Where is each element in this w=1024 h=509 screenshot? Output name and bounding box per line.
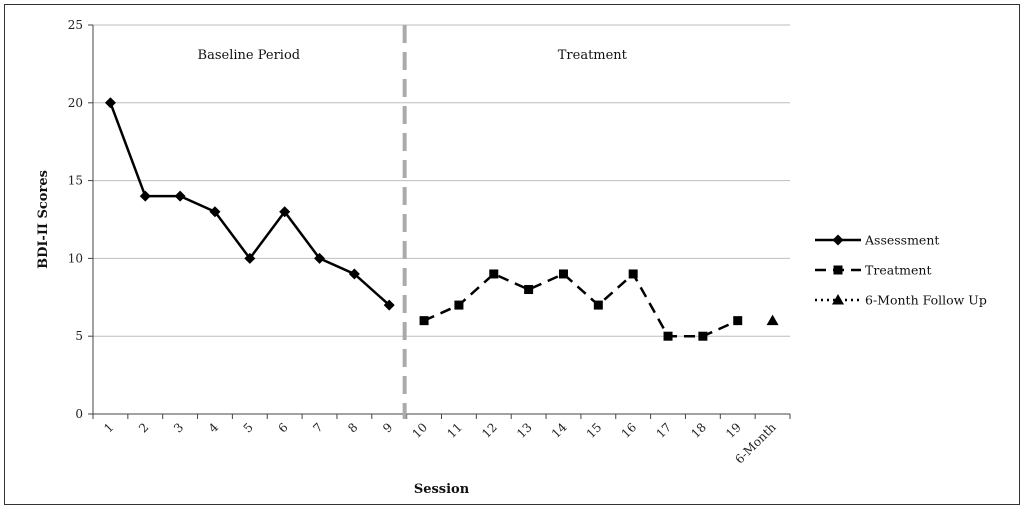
x-tick-label-1: 1 [101,420,116,435]
y-axis-title: BDI-II Scores [36,170,51,269]
x-tick-label-12: 12 [479,420,500,441]
data-point-square-17 [663,331,673,341]
legend-label-2: 6-Month Follow Up [865,293,987,308]
x-tick-label-3: 3 [171,420,186,435]
x-tick-label-4: 4 [206,420,222,436]
series-line-1 [423,271,739,338]
gridlines [93,24,790,337]
x-tick-label-10: 10 [409,420,430,441]
data-point-square-13 [524,285,534,295]
legend-marker-triangle [832,294,844,305]
data-point-square-15 [593,300,603,310]
x-tick-label-19: 19 [723,420,744,441]
x-tick-label-2: 2 [136,420,151,435]
data-point-square-10 [419,316,429,326]
x-tick-label-5: 5 [241,420,256,435]
data-point-diamond-4 [209,206,221,218]
x-tick-label-11: 11 [444,420,465,441]
data-point-square-14 [558,269,568,279]
x-axis-title: Session [414,482,470,497]
y-tick-label-20: 20 [68,96,83,110]
x-tick-label-6: 6 [275,420,290,435]
data-point-triangle-6-Month [766,314,779,326]
axes [88,24,791,419]
legend-marker-square [833,265,843,275]
x-tick-label-8: 8 [345,420,360,435]
y-tick-label-25: 25 [68,18,83,32]
series-group [104,97,779,341]
data-point-square-18 [698,331,708,341]
chart-frame: 0 5 10 15 20 25 1 2 3 4 5 6 7 8 9 10 11 12 13 14 15 16 17 18 19 6… [4,4,1020,505]
x-tick-label-13: 13 [514,420,535,441]
legend-label-0: Assessment [864,233,939,248]
data-point-diamond-3 [174,190,186,202]
data-point-square-16 [628,269,638,279]
legend-label-1: Treatment [865,263,932,278]
y-tick-label-5: 5 [75,329,83,343]
x-tick-label-16: 16 [619,420,640,441]
series-line-0 [109,102,391,307]
x-tick-label-9: 9 [380,420,395,435]
data-point-diamond-7 [314,252,326,264]
data-point-diamond-2 [139,190,151,202]
data-point-diamond-8 [348,268,360,280]
x-tick-label-17: 17 [653,420,674,441]
y-tick-label-0: 0 [75,407,83,421]
phase-label-treatment: Treatment [558,48,628,63]
data-point-diamond-6 [279,206,291,218]
x-tick-label-14: 14 [549,420,570,441]
data-point-square-19 [733,316,743,326]
data-point-square-11 [454,300,464,310]
phase-label-baseline: Baseline Period [198,48,301,63]
x-tick-label-15: 15 [584,420,605,441]
legend-marker-diamond [832,234,844,246]
x-tick-label-7: 7 [310,420,325,435]
legend: Assessment Treatment 6-Month Follow Up [815,233,987,308]
y-tick-label-15: 15 [68,174,83,188]
data-point-diamond-5 [244,252,256,264]
x-tick-label-18: 18 [688,420,709,441]
data-point-diamond-9 [383,299,395,311]
data-point-square-12 [489,269,499,279]
y-tick-label-10: 10 [68,251,83,265]
data-point-diamond-1 [104,97,116,109]
